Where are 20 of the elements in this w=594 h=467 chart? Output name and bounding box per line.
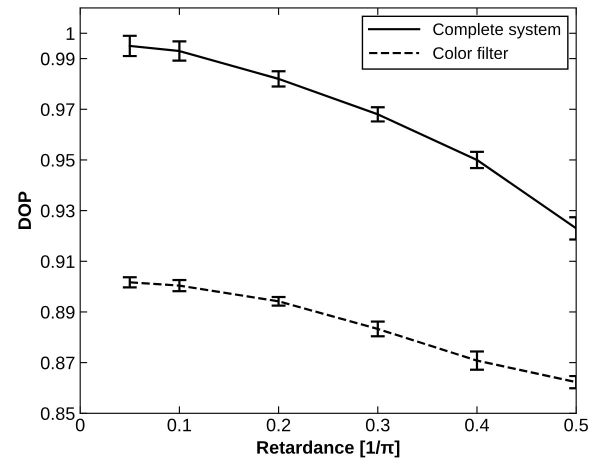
y-tick-label: 0.93 xyxy=(40,204,75,218)
y-tick-label: 0.99 xyxy=(40,52,74,66)
y-tick-label: 0.97 xyxy=(40,103,74,116)
y-tick-label: 0.89 xyxy=(40,306,74,319)
x-tick-label: 0.2 xyxy=(266,418,290,432)
x-tick-label: 0.5 xyxy=(564,418,588,432)
x-tick-label: 0.3 xyxy=(366,418,390,432)
x-tick-label: 0.1 xyxy=(168,418,192,432)
legend-label: Color filter xyxy=(433,46,508,60)
y-tick-label: 0.87 xyxy=(40,356,74,370)
y-tick-label: 0.95 xyxy=(40,154,75,167)
legend-label: Complete system xyxy=(433,22,560,38)
y-tick-label: 1 xyxy=(66,27,74,40)
y-tick-label: 0.91 xyxy=(40,255,74,268)
y-tick-label: 0.85 xyxy=(40,407,75,420)
x-tick-label: 0 xyxy=(76,418,85,432)
x-axis-title: Retardance [1/π] xyxy=(257,440,400,458)
y-axis-title: DOP xyxy=(18,192,32,229)
line-series xyxy=(128,281,576,384)
x-tick-label: 0.4 xyxy=(465,418,490,432)
